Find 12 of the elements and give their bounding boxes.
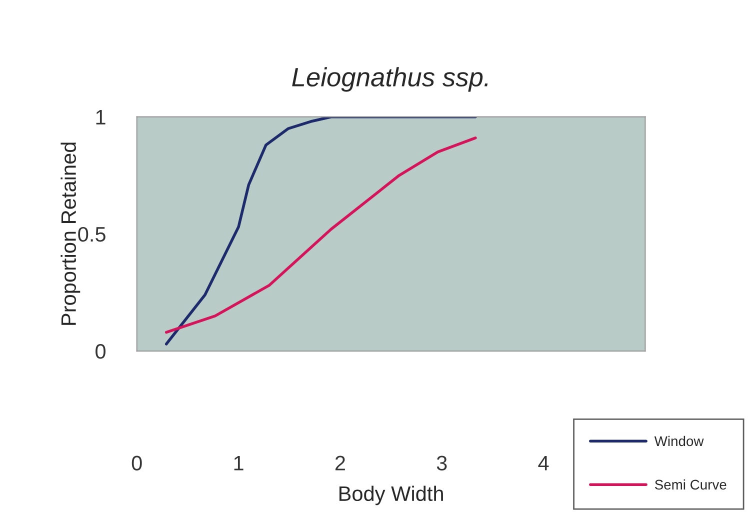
legend-label: Window: [654, 436, 704, 446]
y-tick-label: 0.5: [78, 226, 106, 242]
x-tick-label: 4: [538, 456, 549, 470]
x-axis-title: Body Width: [339, 486, 443, 506]
x-tick-label: 0: [132, 456, 142, 471]
legend-label: Semi Curve: [654, 479, 726, 490]
y-tick-label: 0: [96, 344, 106, 359]
x-tick-label: 2: [335, 456, 345, 470]
x-tick-label: 1: [234, 456, 244, 470]
x-tick-label: 3: [436, 456, 447, 471]
y-tick-label: 1: [96, 110, 106, 124]
chart-title: Leiognathus ssp.: [292, 67, 488, 92]
